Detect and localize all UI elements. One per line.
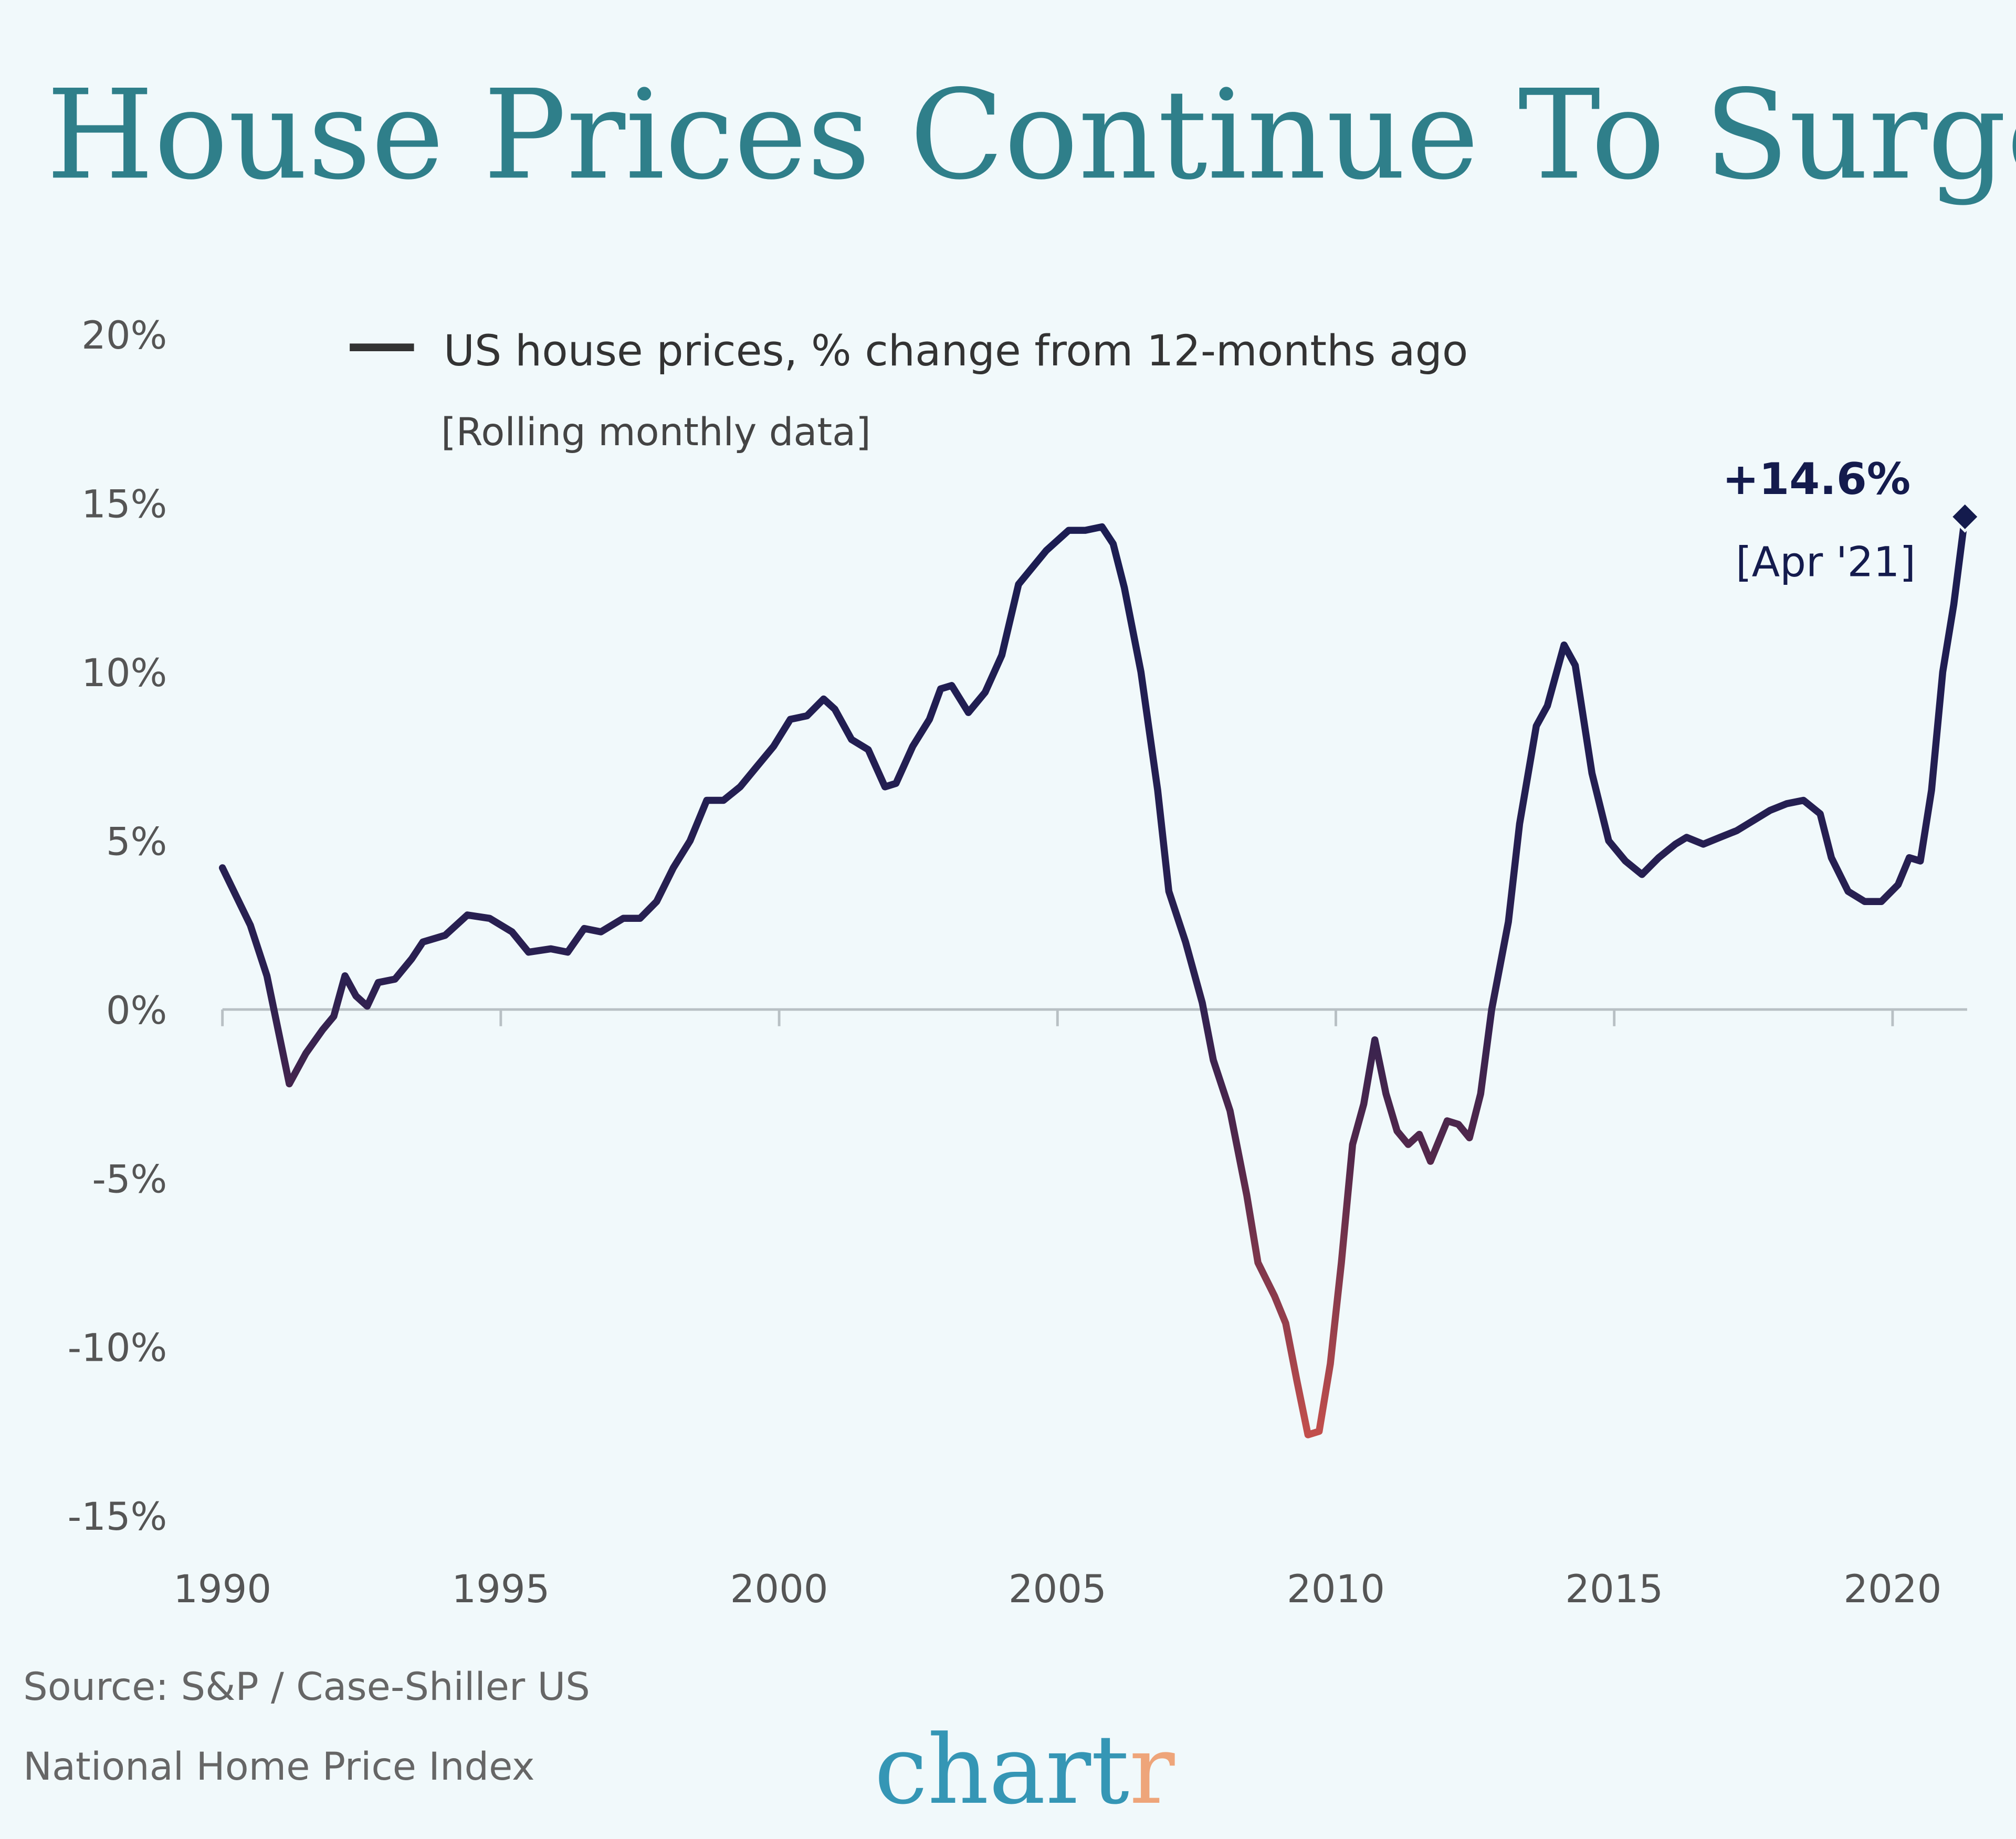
legend-sublabel: [Rolling monthly data] bbox=[441, 410, 871, 455]
y-tick-label: 10% bbox=[81, 651, 167, 696]
chart-title: House Prices Continue To Surge bbox=[46, 64, 2016, 207]
x-tick-label: 2020 bbox=[1843, 1567, 1941, 1612]
y-tick-label: -15% bbox=[68, 1495, 167, 1539]
y-tick-label: 15% bbox=[81, 482, 167, 527]
annotation-value: +14.6% bbox=[1723, 454, 1911, 505]
x-tick-label: 2010 bbox=[1287, 1567, 1385, 1612]
x-tick-label: 1995 bbox=[452, 1567, 550, 1612]
series-line bbox=[218, 513, 1969, 1438]
y-tick-label: 0% bbox=[106, 989, 167, 1033]
annotation-date: [Apr '21] bbox=[1736, 539, 1916, 586]
x-tick-label: 2005 bbox=[1009, 1567, 1107, 1612]
end-point-marker bbox=[1949, 500, 1981, 533]
x-tick-label: 2015 bbox=[1565, 1567, 1663, 1612]
x-tick-label: 2000 bbox=[730, 1567, 828, 1612]
x-tick-label: 1990 bbox=[173, 1567, 271, 1612]
y-axis: -15% -10% -5% 0% 5% 10% 15% 20% bbox=[68, 313, 167, 1539]
legend-label: US house prices, % change from 12-months… bbox=[444, 327, 1468, 376]
source-line-2: National Home Price Index bbox=[23, 1745, 534, 1789]
x-axis: 1990 1995 2000 2005 2010 2015 2020 bbox=[173, 1009, 1941, 1612]
y-tick-label: -10% bbox=[68, 1326, 167, 1371]
y-tick-label: -5% bbox=[92, 1157, 167, 1202]
chartr-logo: chartr bbox=[874, 1715, 1175, 1825]
source-line-1: Source: S&P / Case-Shiller US bbox=[23, 1665, 590, 1709]
y-tick-label: 20% bbox=[81, 313, 167, 358]
y-tick-label: 5% bbox=[106, 819, 167, 864]
